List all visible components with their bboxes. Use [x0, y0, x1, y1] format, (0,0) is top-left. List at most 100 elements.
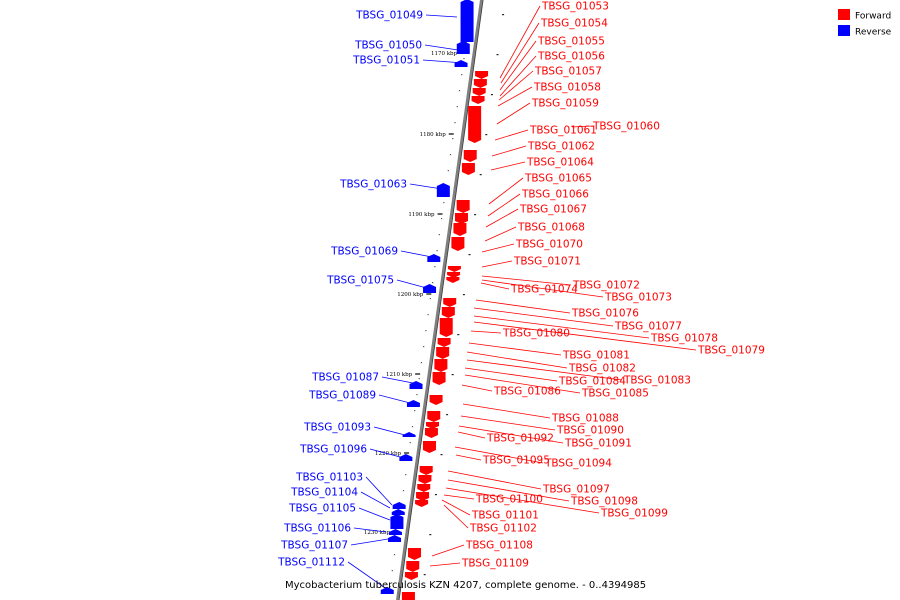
forward-connector [464, 367, 558, 382]
forward-gene-label: TBSG_01061 [529, 125, 597, 137]
scale-ticks: 1170 kbp 1180 kbp 1190 kbp 1200 kbp 1210 kbp… [364, 51, 466, 536]
legend: Forward Reverse [838, 9, 892, 38]
reverse-gene-block [460, 0, 474, 42]
minor-dot [429, 534, 432, 536]
forward-connector [497, 86, 533, 107]
forward-connector [484, 226, 517, 242]
forward-gene-label: TBSG_01054 [540, 18, 608, 30]
forward-connector [487, 193, 521, 217]
genome-caption: Mycobacterium tuberculosis KZN 4207, com… [285, 580, 646, 591]
reverse-connector [360, 491, 391, 509]
forward-gene-label: TBSG_01055 [537, 36, 605, 48]
minor-dot [425, 330, 427, 332]
reverse-gene-label: TBSG_01049 [355, 10, 423, 22]
backbone-edge [398, 0, 484, 600]
forward-gene-block [424, 428, 438, 438]
forward-gene-label: TBSG_01097 [542, 484, 610, 496]
reverse-connector [373, 426, 406, 436]
forward-connector [481, 260, 513, 268]
forward-gene-block [415, 500, 429, 507]
reverse-gene-label: TBSG_01096 [299, 444, 367, 456]
forward-gene-label: TBSG_01066 [521, 189, 589, 201]
forward-gene-block [443, 298, 457, 307]
minor-dot [485, 134, 488, 136]
forward-connector [490, 161, 526, 171]
forward-gene-block [434, 359, 448, 372]
reverse-gene-label: TBSG_01069 [330, 246, 398, 258]
forward-gene-block [422, 441, 436, 453]
forward-gene-block [408, 548, 422, 560]
minor-dot [389, 586, 391, 588]
forward-gene-label: TBSG_01060 [592, 121, 660, 133]
forward-gene-label: TBSG_01083 [623, 375, 691, 387]
forward-connector [457, 431, 486, 439]
reverse-connector [378, 394, 411, 404]
forward-connector [441, 499, 471, 516]
forward-connector [447, 470, 542, 490]
reverse-gene-block [406, 400, 420, 407]
minor-dot [393, 554, 396, 556]
forward-connector [445, 487, 600, 514]
minor-tick-dots [389, 10, 505, 588]
forward-connector [454, 446, 544, 464]
reverse-gene-label: TBSG_01106 [283, 523, 351, 535]
forward-gene-block [401, 592, 415, 600]
forward-gene-block [418, 475, 432, 484]
forward-gene-block [429, 395, 443, 405]
forward-connector [485, 208, 519, 228]
forward-connector [491, 145, 527, 157]
gene-blocks [380, 0, 489, 600]
forward-gene-block [447, 272, 461, 278]
forward-gene-label: TBSG_01084 [558, 376, 626, 388]
forward-gene-label: TBSG_01080 [502, 328, 570, 340]
reverse-gene-label: TBSG_01105 [288, 503, 356, 515]
reverse-gene-label: TBSG_01089 [308, 390, 376, 402]
minor-dot [418, 378, 420, 380]
forward-gene-label: TBSG_01068 [517, 222, 585, 234]
reverse-connector [369, 448, 405, 459]
minor-dot [427, 314, 429, 316]
forward-connector [496, 102, 531, 125]
forward-gene-label: TBSG_01053 [541, 1, 609, 13]
legend-reverse-label: Reverse [855, 28, 892, 38]
forward-gene-block [463, 150, 477, 162]
forward-gene-block [437, 338, 451, 347]
forward-connector [466, 359, 623, 381]
minor-dot [432, 282, 434, 284]
reverse-connector [365, 476, 393, 506]
forward-connector [499, 5, 541, 79]
minor-dot [449, 154, 452, 156]
forward-gene-label: TBSG_01076 [571, 308, 639, 320]
forward-gene-label: TBSG_01062 [527, 141, 595, 153]
minor-dot [479, 174, 482, 176]
forward-gene-block [436, 347, 450, 359]
genome-backbone [396, 0, 484, 600]
reverse-connector [347, 561, 389, 591]
forward-connector [480, 282, 510, 290]
forward-gene-label: TBSG_01100 [475, 494, 543, 506]
forward-connector [461, 384, 493, 392]
reverse-gene-label: TBSG_01063 [339, 179, 407, 191]
minor-dot [458, 90, 461, 92]
reverse-gene-block [380, 587, 394, 594]
forward-gene-label: TBSG_01101 [471, 510, 539, 522]
forward-gene-block [447, 266, 461, 272]
minor-dot [456, 106, 458, 108]
reverse-gene-label: TBSG_01103 [295, 472, 363, 484]
forward-gene-block [441, 307, 455, 318]
minor-dot [463, 58, 465, 60]
forward-gene-label: TBSG_01067 [519, 204, 587, 216]
forward-gene-label: TBSG_01091 [564, 438, 632, 450]
forward-connector [499, 55, 537, 97]
forward-gene-block [417, 484, 431, 492]
forward-connector [429, 562, 461, 567]
reverse-gene-label: TBSG_01050 [354, 40, 422, 52]
forward-connector [468, 342, 562, 356]
reverse-connector [396, 279, 435, 291]
tick-label: 1190 kbp [408, 212, 435, 218]
forward-connector [473, 321, 697, 351]
minor-dot [461, 74, 463, 76]
forward-connector [499, 40, 537, 91]
reverse-gene-label: TBSG_01112 [277, 557, 345, 569]
